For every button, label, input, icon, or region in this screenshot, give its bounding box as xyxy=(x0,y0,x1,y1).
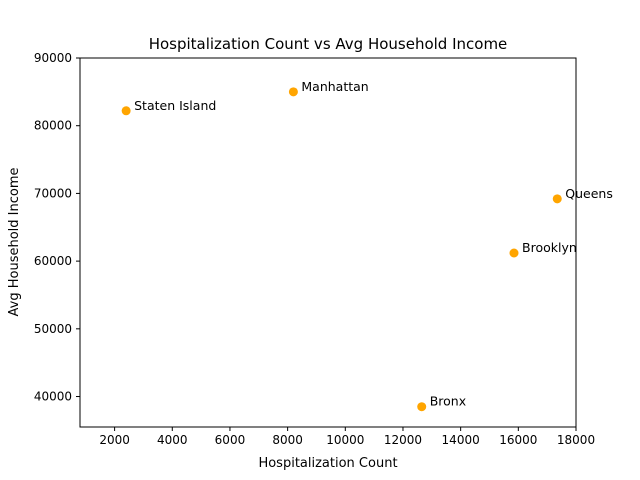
data-point xyxy=(288,87,298,97)
points-layer xyxy=(121,87,562,412)
data-point xyxy=(509,248,519,258)
y-axis: 40000 50000 60000 70000 80000 90000 xyxy=(34,51,80,404)
x-tick-label: 4000 xyxy=(157,433,188,447)
x-tick-label: 16000 xyxy=(499,433,537,447)
y-axis-label: Avg Household Income xyxy=(7,168,22,317)
x-tick-label: 6000 xyxy=(215,433,246,447)
point-label: Manhattan xyxy=(301,79,368,94)
x-tick-label: 10000 xyxy=(326,433,364,447)
data-point xyxy=(552,194,562,204)
x-tick-label: 12000 xyxy=(384,433,422,447)
data-point xyxy=(417,402,427,412)
x-axis: 2000 4000 6000 8000 10000 12000 14000 16000 1800… xyxy=(99,427,595,447)
y-tick-label: 80000 xyxy=(34,119,72,133)
point-label: Bronx xyxy=(430,394,466,409)
y-tick-label: 50000 xyxy=(34,322,72,336)
plot-frame xyxy=(79,57,577,428)
data-point xyxy=(121,106,131,116)
x-axis-label: Hospitalization Count xyxy=(258,456,397,471)
y-tick-label: 70000 xyxy=(34,186,72,200)
plot-area xyxy=(80,58,576,427)
chart-title: Hospitalization Count vs Avg Household I… xyxy=(149,35,508,53)
x-tick-label: 18000 xyxy=(557,433,595,447)
x-tick-label: 8000 xyxy=(272,433,303,447)
point-label: Queens xyxy=(565,186,613,201)
x-tick-label: 14000 xyxy=(442,433,480,447)
y-tick-label: 60000 xyxy=(34,254,72,268)
y-tick-label: 90000 xyxy=(34,51,72,65)
point-labels-layer: Staten Island Manhattan Queens Brooklyn Bron… xyxy=(134,79,613,409)
point-label: Brooklyn xyxy=(522,240,577,255)
point-label: Staten Island xyxy=(134,98,216,113)
x-tick-label: 2000 xyxy=(99,433,130,447)
y-tick-label: 40000 xyxy=(34,390,72,404)
